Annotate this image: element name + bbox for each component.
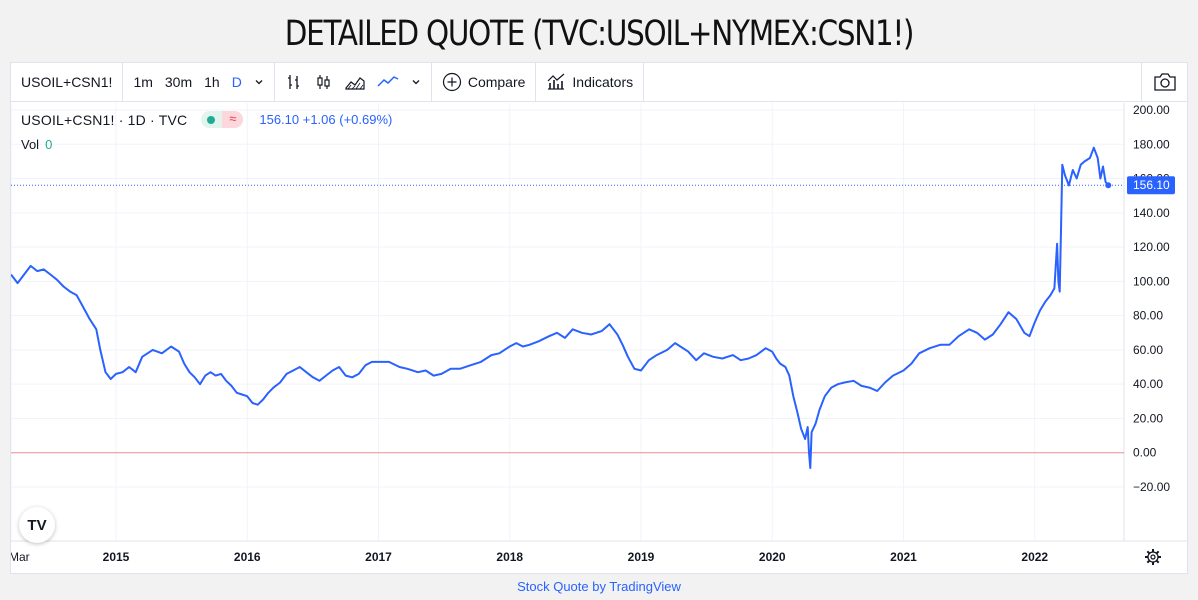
candles-icon: [317, 75, 330, 89]
gear-tooth: [1155, 550, 1160, 555]
bars-style-button[interactable]: [279, 63, 309, 101]
last-price-badge-label: 156.10: [1133, 178, 1170, 192]
gear-ring: [1147, 551, 1159, 563]
page-title: DETAILED QUOTE (TVC:USOIL+NYMEX:CSN1!): [284, 14, 915, 54]
indicators-group: Indicators: [536, 63, 645, 101]
chevron-down-icon: [412, 80, 420, 85]
tradingview-logo[interactable]: TV: [19, 507, 55, 543]
y-tick-label: 200.00: [1133, 103, 1170, 117]
compare-button[interactable]: Compare: [432, 63, 536, 101]
interval-group: 1m 30m 1h D: [123, 63, 275, 101]
y-tick-label: 120.00: [1133, 240, 1170, 254]
y-tick-label: 60.00: [1133, 343, 1163, 357]
gear-tooth: [1146, 559, 1151, 564]
legend-symbol: USOIL+CSN1! · 1D · TVC: [21, 111, 188, 128]
market-open-dot-icon: [207, 115, 216, 124]
last-price-point: [1105, 182, 1112, 189]
x-tick-label: 2021: [890, 550, 917, 564]
indicators-button[interactable]: Indicators: [536, 63, 643, 101]
footer-link[interactable]: Stock Quote by TradingView: [517, 579, 681, 594]
series-legend: USOIL+CSN1! · 1D · TVC ≈ 156.10 +1.06 (+…: [21, 111, 392, 128]
gear-tooth: [1146, 550, 1151, 555]
x-tick-label: 2022: [1021, 550, 1048, 564]
interval-dropdown-button[interactable]: [248, 63, 270, 101]
line-style-button[interactable]: [371, 63, 405, 101]
symbol-group: USOIL+CSN1!: [11, 63, 124, 101]
bars-icon: [287, 75, 299, 89]
volume-label: Vol: [21, 137, 40, 152]
legend-values: 156.10 +1.06 (+0.69%): [259, 112, 393, 127]
plus-circle-icon: [442, 72, 461, 92]
gear-tooth: [1155, 559, 1160, 564]
y-tick-label: −20.00: [1133, 480, 1170, 494]
indicators-icon: [547, 73, 565, 90]
last-price-badge: [1127, 176, 1175, 195]
compare-group: Compare: [432, 63, 537, 101]
interval-1h-button[interactable]: 1h: [204, 74, 220, 90]
line-chart-icon: [377, 76, 399, 87]
y-tick-label: 40.00: [1133, 377, 1163, 391]
volume-legend: Vol 0: [21, 137, 52, 152]
interval-30m-button[interactable]: 30m: [164, 74, 193, 90]
indicators-label: Indicators: [572, 74, 634, 90]
area-icon: [345, 77, 365, 90]
market-status-badge[interactable]: ≈: [201, 111, 244, 128]
y-tick-label: 100.00: [1133, 274, 1170, 288]
volume-value: 0: [45, 137, 53, 152]
x-tick-label: 2018: [496, 550, 523, 564]
camera-icon: [1153, 73, 1176, 91]
chart-toolbar: USOIL+CSN1! 1m 30m 1h D: [11, 63, 1187, 102]
price-chart[interactable]: 200.00180.00160.00140.00120.00100.0080.0…: [11, 63, 1187, 573]
interval-1m-button[interactable]: 1m: [133, 74, 153, 90]
x-tick-label: 2015: [103, 550, 130, 564]
y-tick-label: 140.00: [1133, 206, 1170, 220]
x-tick-label: 2016: [234, 550, 261, 564]
candles-style-button[interactable]: [309, 63, 339, 101]
area-style-button[interactable]: [339, 63, 371, 101]
symbol-search-button[interactable]: USOIL+CSN1!: [21, 74, 113, 90]
x-tick-label: 2020: [759, 550, 786, 564]
screenshot-button[interactable]: [1141, 63, 1187, 101]
y-tick-label: 80.00: [1133, 309, 1163, 323]
chart-style-dropdown-button[interactable]: [405, 63, 427, 101]
chart-style-group: [275, 63, 432, 101]
x-tick-label: Mar: [11, 550, 30, 564]
y-tick-label: 20.00: [1133, 411, 1163, 425]
chevron-down-icon: [255, 80, 263, 85]
interval-d-button[interactable]: D: [231, 74, 242, 90]
x-tick-label: 2017: [365, 550, 392, 564]
x-tick-label: 2019: [628, 550, 655, 564]
gear-hub: [1150, 554, 1156, 560]
price-series-line: [11, 146, 1109, 470]
tradingview-widget: USOIL+CSN1! 1m 30m 1h D: [10, 62, 1188, 574]
y-tick-label: 180.00: [1133, 137, 1170, 151]
wave-icon: ≈: [222, 111, 244, 128]
compare-label: Compare: [467, 74, 526, 90]
gear-icon[interactable]: [1145, 549, 1161, 565]
y-tick-label: 0.00: [1133, 446, 1157, 460]
